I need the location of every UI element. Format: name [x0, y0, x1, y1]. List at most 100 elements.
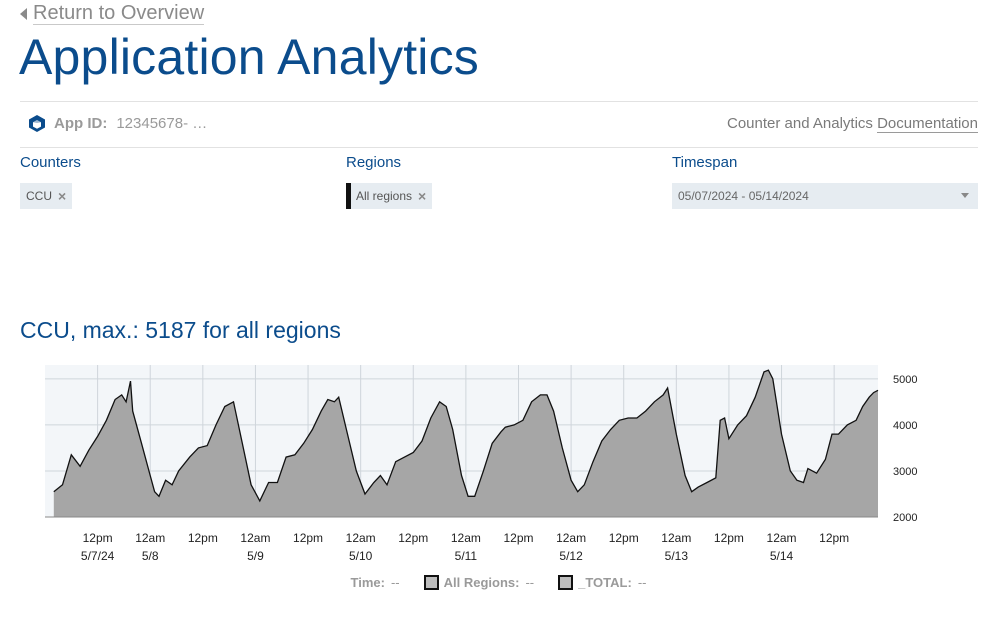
legend-item-all-regions[interactable]: All Regions: -- — [423, 575, 534, 590]
data-point — [584, 484, 586, 486]
x-tick-label: 12pm — [83, 531, 113, 545]
documentation-link[interactable]: Documentation — [877, 115, 978, 133]
legend-item-total[interactable]: _TOTAL: -- — [558, 575, 646, 590]
data-point — [667, 387, 669, 389]
y-tick-label: 5000 — [893, 374, 917, 386]
data-point — [141, 443, 143, 445]
data-point — [439, 401, 441, 403]
data-point — [540, 394, 542, 396]
data-point — [763, 371, 765, 373]
data-point — [53, 491, 55, 493]
documentation-prefix: Counter and Analytics — [727, 115, 878, 132]
data-point — [413, 452, 415, 454]
data-point — [803, 482, 805, 484]
data-point — [259, 500, 261, 502]
legend-all-regions-label: All Regions: — [443, 575, 520, 590]
timespan-select[interactable]: 05/07/2024 - 05/14/2024 — [672, 183, 978, 209]
counter-chip-label: CCU — [26, 189, 52, 203]
series-area-all-regions — [53, 370, 879, 517]
data-point — [684, 475, 686, 477]
data-point — [467, 496, 469, 498]
timespan-label: Timespan — [672, 154, 738, 171]
legend-swatch-all-regions — [423, 575, 439, 590]
legend-total-value: -- — [637, 575, 647, 590]
cube-icon — [29, 115, 45, 132]
data-point — [132, 410, 134, 412]
data-point — [373, 482, 375, 484]
data-point — [149, 475, 151, 477]
data-point — [97, 436, 99, 438]
data-point — [531, 401, 533, 403]
data-point — [768, 369, 770, 371]
chart-title: CCU, max.: 5187 for all regions — [20, 317, 341, 343]
data-point — [395, 461, 397, 463]
data-point — [796, 479, 798, 481]
counters-label: Counters — [20, 154, 81, 171]
data-point — [71, 454, 73, 456]
y-tick-label: 3000 — [893, 466, 917, 478]
x-tick-date-label: 5/14 — [770, 549, 794, 563]
series-line-all-regions — [53, 369, 879, 503]
ccu-area-chart: 2000 3000 4000 5000 12pm 5/7/24 12am 5/8 12pm 12a… — [45, 365, 917, 563]
data-point — [320, 410, 322, 412]
data-point — [719, 420, 721, 422]
data-point — [62, 484, 64, 486]
data-point — [130, 380, 132, 382]
data-point — [215, 424, 217, 426]
data-point — [645, 410, 647, 412]
data-point — [268, 482, 270, 484]
remove-region-icon[interactable]: × — [418, 188, 427, 204]
data-point — [715, 477, 717, 479]
data-point — [364, 493, 366, 495]
data-point — [754, 396, 756, 398]
x-tick-date-label: 5/12 — [559, 549, 583, 563]
regions-label: Regions — [346, 154, 402, 171]
x-tick-label: 12am — [556, 531, 586, 545]
x-tick-date-label: 5/10 — [349, 549, 373, 563]
data-point — [746, 415, 748, 417]
data-point — [242, 443, 244, 445]
x-tick-label: 12pm — [293, 531, 323, 545]
data-point — [522, 420, 524, 422]
data-point — [570, 479, 572, 481]
x-tick-label: 12am — [135, 531, 165, 545]
return-to-overview-link[interactable]: Return to Overview — [20, 2, 205, 25]
data-point — [807, 468, 809, 470]
remove-counter-icon[interactable]: × — [58, 188, 67, 204]
data-point — [728, 438, 730, 440]
data-point — [88, 449, 90, 451]
data-point — [114, 399, 116, 401]
x-tick-label: 12pm — [398, 531, 428, 545]
data-point — [577, 491, 579, 493]
chart-legend: Time: -- All Regions: -- _TOTAL: -- — [0, 575, 997, 590]
data-point — [877, 390, 879, 392]
counter-chip-ccu[interactable]: CCU × — [20, 183, 73, 209]
app-id-label: App ID: — [54, 115, 108, 132]
data-point — [513, 424, 515, 426]
timespan-value: 05/07/2024 - 05/14/2024 — [678, 189, 809, 203]
data-point — [772, 378, 774, 380]
region-chip-all[interactable]: All regions × — [346, 183, 433, 209]
data-point — [838, 433, 840, 435]
data-point — [873, 392, 875, 394]
data-point — [356, 470, 358, 472]
x-tick-label: 12pm — [714, 531, 744, 545]
data-point — [404, 456, 406, 458]
data-point — [781, 433, 783, 435]
x-tick-date-label: 5/13 — [665, 549, 689, 563]
return-to-overview-label: Return to Overview — [33, 2, 205, 25]
app-info-bar: App ID: 12345678- … Counter and Analytic… — [20, 101, 978, 148]
data-point — [312, 429, 314, 431]
data-point — [627, 417, 629, 419]
data-point — [125, 401, 127, 403]
page-title: Application Analytics — [19, 29, 480, 85]
x-tick-date-label: 5/7/24 — [81, 549, 115, 563]
data-point — [461, 475, 463, 477]
data-point — [121, 394, 123, 396]
data-point — [79, 466, 81, 468]
data-point — [303, 443, 305, 445]
data-point — [562, 447, 564, 449]
data-point — [706, 482, 708, 484]
data-point — [445, 406, 447, 408]
data-point — [610, 429, 612, 431]
